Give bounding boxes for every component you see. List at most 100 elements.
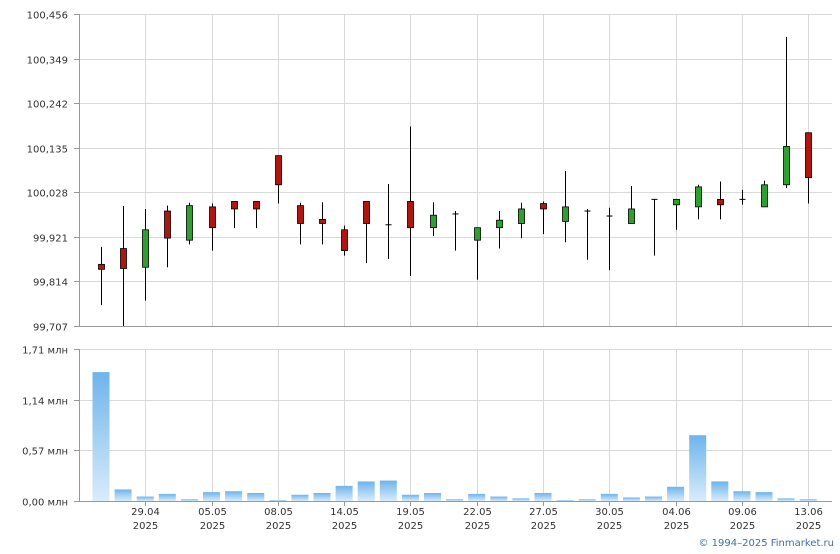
volume-bar [689,435,707,501]
volume-bar [247,493,265,501]
candle-body [363,201,370,224]
price-tick-label: 99,707 [33,323,68,334]
x-axis: 29.04 2025 05.05 2025 08.05 2025 14.05 2025 19.0… [131,501,823,532]
candle-body [164,210,171,239]
x-tick-label-date: 05.05 [198,507,227,518]
volume-bar [777,498,795,501]
credit-link[interactable]: © 1994–2025 Finmarket.ru [698,538,834,549]
price-tick-label: 99,814 [33,278,68,289]
volume-bar [136,496,154,501]
volume-bar [180,499,198,501]
volume-bar [357,481,375,501]
volume-bar [92,372,110,501]
volume-bar [667,486,685,501]
candle-body [783,146,790,186]
candle-body [562,206,569,222]
volume-bar [534,493,552,501]
volume-bar [645,496,662,501]
candle-body [142,229,149,268]
candle-body [518,208,525,224]
candle-body [717,198,724,206]
x-tick-label-year: 2025 [398,521,423,532]
volume-tick-label: 1,14 млн [22,397,68,408]
volume-tick-label: 0,57 млн [22,447,68,458]
candle-body [275,155,282,186]
volume-tick-label: 1,71 млн [22,346,68,357]
volume-bar [203,492,220,501]
volume-bar [711,481,729,501]
volume-bar [755,492,773,501]
x-tick-label-date: 22.05 [463,507,492,518]
price-tick-label: 100,349 [27,56,68,67]
volume-bar [291,494,309,501]
x-tick-label-year: 2025 [664,521,689,532]
x-tick-label-year: 2025 [332,521,357,532]
candle-body [430,214,437,229]
volume-bar [490,496,508,501]
candle-body [761,184,768,208]
price-panel: 100,456 100,349 100,242 100,135 100,028 99,92… [27,11,832,334]
candle-body [673,198,680,206]
volume-panel: 1,71 млн 1,14 млн 0,57 млн 0,00 млн [22,346,832,509]
volume-tick-label: 0,00 млн [22,498,68,509]
volume-bar [622,497,640,501]
volume-bar [335,485,353,501]
x-tick-label-year: 2025 [465,521,490,532]
candle-body [407,201,414,229]
volume-bar [269,500,287,501]
x-tick-label-year: 2025 [133,521,158,532]
x-tick-label-date: 08.05 [264,507,293,518]
candle-body [628,208,635,224]
volume-bar [733,491,751,501]
price-tick-label: 99,921 [33,234,68,245]
price-tick-label: 100,028 [27,189,68,200]
volume-bar [158,493,176,501]
price-tick-label: 100,242 [27,100,68,111]
price-tick-label: 100,135 [27,145,68,156]
x-tick-label-date: 09.06 [728,507,757,518]
candle-body [695,186,702,208]
candle-body [496,219,503,229]
x-tick-label-date: 14.05 [330,507,359,518]
volume-bar [512,498,530,501]
candle-body [209,206,216,229]
x-tick-label-date: 29.04 [131,507,160,518]
x-tick-label-year: 2025 [531,521,556,532]
candle-body [98,263,105,270]
candle-body [805,132,812,179]
x-tick-label-date: 30.05 [595,507,624,518]
volume-bar [578,499,596,501]
volume-bar [424,493,441,501]
x-tick-label-year: 2025 [266,521,291,532]
x-tick-label-year: 2025 [730,521,755,532]
candle-body [474,227,481,241]
candle-body [186,205,193,241]
x-tick-label-year: 2025 [796,521,821,532]
volume-bar [556,500,574,501]
candle-body [341,229,348,252]
x-tick-label-year: 2025 [597,521,622,532]
x-tick-label-date: 13.06 [794,507,823,518]
x-tick-label-date: 19.05 [396,507,425,518]
volume-bar [468,493,486,501]
candle-body [297,205,304,224]
candle-body [540,203,547,210]
candle-body [231,201,238,210]
volume-bar [799,499,817,501]
volume-bar [114,489,132,501]
candle-body [253,201,260,210]
volume-bar [313,493,331,501]
volume-bar [446,499,464,501]
volume-bar [379,480,397,501]
x-tick-label-date: 27.05 [529,507,558,518]
volume-bar [225,491,243,501]
x-tick-label-year: 2025 [200,521,225,532]
x-tick-label-date: 04.06 [662,507,691,518]
price-tick-label: 100,456 [27,11,68,22]
volume-bar [600,493,618,501]
candle-body [319,218,326,224]
candle-body [120,248,127,269]
volume-bar [401,494,419,501]
